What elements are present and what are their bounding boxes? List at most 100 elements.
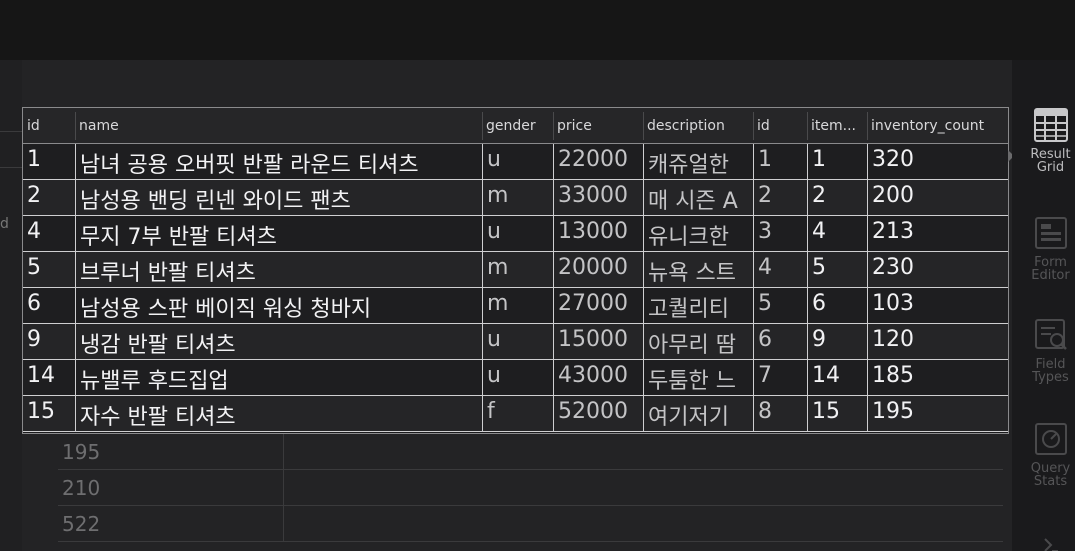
column-header-id[interactable]: id: [27, 118, 40, 134]
cell-gender[interactable]: u: [482, 360, 553, 396]
cell-gender[interactable]: m: [482, 252, 553, 288]
cell-item-id[interactable]: 14: [807, 360, 867, 396]
cell-id[interactable]: 6: [27, 291, 41, 316]
cell-price[interactable]: 13000: [553, 216, 643, 252]
result-grid-label-2: Grid: [1036, 160, 1065, 175]
cell-description[interactable]: 뉴욕 스트: [643, 252, 753, 288]
cell-id-2[interactable]: 4: [753, 252, 807, 288]
cell-item-id[interactable]: 5: [807, 252, 867, 288]
cell-gender[interactable]: m: [482, 180, 553, 216]
query-stats-label-2: Stats: [1033, 474, 1068, 489]
cell-inventory-count[interactable]: 320: [867, 144, 1008, 180]
cell-id-2[interactable]: 3: [753, 216, 807, 252]
table-row[interactable]: 6 남성용 스판 베이직 워싱 청바지 m 27000 고퀄리티 5 6 103: [23, 288, 1008, 324]
cell-id-2[interactable]: 7: [753, 360, 807, 396]
column-header-inventory-count[interactable]: inventory_count: [871, 118, 985, 134]
left-gutter-mark: d: [0, 216, 9, 232]
cell-description[interactable]: 여기저기: [643, 396, 753, 432]
cell-price[interactable]: 43000: [553, 360, 643, 396]
cell-name[interactable]: 자수 반팔 티셔츠: [75, 396, 482, 432]
table-row[interactable]: 5 브루너 반팔 티셔츠 m 20000 뉴욕 스트 4 5 230: [23, 252, 1008, 288]
cell-item-id[interactable]: 6: [807, 288, 867, 324]
cell-price[interactable]: 20000: [553, 252, 643, 288]
cell-item-id[interactable]: 15: [807, 396, 867, 432]
result-grid-button[interactable]: Result Grid: [1026, 106, 1075, 174]
result-grid-label: Result: [1030, 147, 1071, 162]
column-header-price[interactable]: price: [557, 118, 592, 134]
cell-inventory-count[interactable]: 230: [867, 252, 1008, 288]
cell-description[interactable]: 아무리 땀: [643, 324, 753, 360]
cell-gender[interactable]: u: [482, 324, 553, 360]
cell-price[interactable]: 52000: [553, 396, 643, 432]
cell-price[interactable]: 22000: [553, 144, 643, 180]
cell-price[interactable]: 33000: [553, 180, 643, 216]
cell-inventory-count[interactable]: 200: [867, 180, 1008, 216]
table-row[interactable]: 9 냉감 반팔 티셔츠 u 15000 아무리 땀 6 9 120: [23, 324, 1008, 360]
cell-id-2[interactable]: 1: [753, 144, 807, 180]
cell-inventory-count[interactable]: 213: [867, 216, 1008, 252]
cell-id[interactable]: 15: [27, 399, 55, 424]
cell-id-2[interactable]: 8: [753, 396, 807, 432]
cell-item-id[interactable]: 4: [807, 216, 867, 252]
cell-gender[interactable]: u: [482, 216, 553, 252]
cell-description[interactable]: 고퀄리티: [643, 288, 753, 324]
query-stats-icon: [1032, 420, 1070, 458]
cell-description[interactable]: 캐쥬얼한: [643, 144, 753, 180]
query-stats-button[interactable]: Query Stats: [1026, 420, 1075, 488]
cell-price[interactable]: 27000: [553, 288, 643, 324]
table-cell: 522: [58, 506, 284, 542]
column-header-description[interactable]: description: [647, 118, 725, 134]
table-cell: 210: [58, 470, 284, 506]
cell-inventory-count[interactable]: 185: [867, 360, 1008, 396]
cell-name[interactable]: 브루너 반팔 티셔츠: [75, 252, 482, 288]
cell-id[interactable]: 4: [27, 219, 41, 244]
result-grid-header: id name gender price description id item…: [23, 108, 1008, 144]
cell-id-2[interactable]: 5: [753, 288, 807, 324]
cell-item-id[interactable]: 2: [807, 180, 867, 216]
cell-id[interactable]: 9: [27, 327, 41, 352]
column-header-item[interactable]: item...: [811, 118, 856, 134]
table-row[interactable]: 4 무지 7부 반팔 티셔츠 u 13000 유니크한 3 4 213: [23, 216, 1008, 252]
cell-inventory-count[interactable]: 195: [867, 396, 1008, 432]
cell-inventory-count[interactable]: 103: [867, 288, 1008, 324]
cell-gender[interactable]: f: [482, 396, 553, 432]
cell-name[interactable]: 남녀 공용 오버핏 반팔 라운드 티셔츠: [75, 144, 482, 180]
cell-item-id[interactable]: 1: [807, 144, 867, 180]
cell-item-id[interactable]: 9: [807, 324, 867, 360]
cell-description[interactable]: 유니크한: [643, 216, 753, 252]
execution-plan-button[interactable]: [1026, 526, 1075, 551]
cell-inventory-count[interactable]: 120: [867, 324, 1008, 360]
column-header-gender[interactable]: gender: [486, 118, 536, 134]
form-editor-label-2: Editor: [1031, 268, 1070, 283]
cell-name[interactable]: 무지 7부 반팔 티셔츠: [75, 216, 482, 252]
table-row: 195: [58, 434, 1003, 470]
background-result-grid: 195 210 522: [58, 434, 1003, 551]
table-row[interactable]: 1 남녀 공용 오버핏 반팔 라운드 티셔츠 u 22000 캐쥬얼한 1 1 320: [23, 144, 1008, 180]
table-row[interactable]: 2 남성용 밴딩 린넨 와이드 팬츠 m 33000 매 시즌 A 2 2 200: [23, 180, 1008, 216]
column-header-name[interactable]: name: [79, 118, 119, 134]
cell-gender[interactable]: m: [482, 288, 553, 324]
cell-id[interactable]: 2: [27, 183, 41, 208]
result-grid[interactable]: id name gender price description id item…: [22, 107, 1009, 434]
cell-id-2[interactable]: 6: [753, 324, 807, 360]
cell-gender[interactable]: u: [482, 144, 553, 180]
cell-description[interactable]: 두툼한 느: [643, 360, 753, 396]
table-row[interactable]: 14 뉴밸루 후드집업 u 43000 두툼한 느 7 14 185: [23, 360, 1008, 396]
form-editor-button[interactable]: Form Editor: [1026, 214, 1075, 282]
cell-id-2[interactable]: 2: [753, 180, 807, 216]
cell-name[interactable]: 뉴밸루 후드집업: [75, 360, 482, 396]
field-types-button[interactable]: Field Types: [1026, 316, 1075, 384]
cell-id[interactable]: 5: [27, 255, 41, 280]
toolbar-area: [0, 0, 1075, 60]
cell-price[interactable]: 15000: [553, 324, 643, 360]
cell-id[interactable]: 1: [27, 147, 41, 172]
cell-name[interactable]: 냉감 반팔 티셔츠: [75, 324, 482, 360]
cell-description[interactable]: 매 시즌 A: [643, 180, 753, 216]
cell-id[interactable]: 14: [27, 363, 55, 388]
left-gutter: d: [0, 60, 22, 551]
table-row[interactable]: 15 자수 반팔 티셔츠 f 52000 여기저기 8 15 195: [23, 396, 1008, 432]
column-header-id-2[interactable]: id: [757, 118, 770, 134]
cell-name[interactable]: 남성용 밴딩 린넨 와이드 팬츠: [75, 180, 482, 216]
cell-name[interactable]: 남성용 스판 베이직 워싱 청바지: [75, 288, 482, 324]
table-cell: 195: [58, 434, 284, 470]
